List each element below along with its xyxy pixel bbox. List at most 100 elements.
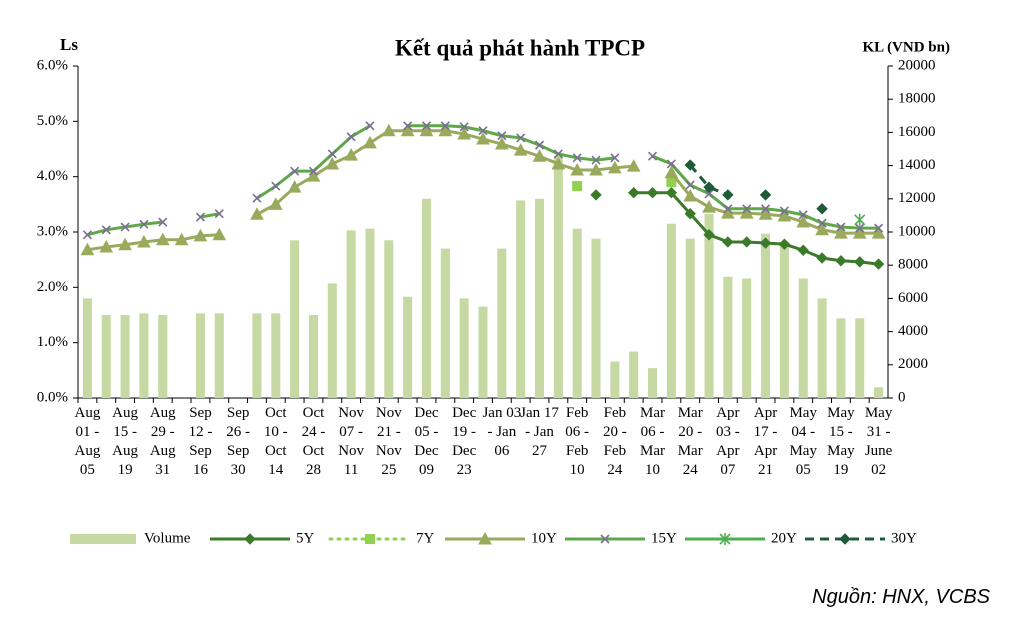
marker [516, 133, 526, 143]
legend-swatch [70, 534, 136, 544]
marker [438, 123, 453, 137]
marker [137, 234, 151, 248]
marker [590, 189, 602, 201]
x-tick-label: Oct 24 - Oct 28 [301, 405, 326, 478]
marker [683, 188, 698, 202]
x-tick-label: May 04 - May 05 [789, 405, 817, 478]
marker [250, 207, 264, 220]
marker [855, 223, 865, 233]
marker [704, 189, 714, 199]
marker [685, 180, 695, 190]
y2-tick-label: 12000 [898, 190, 936, 206]
legend-label: 30Y [891, 530, 917, 546]
marker [836, 222, 846, 232]
legend-label: Volume [144, 530, 191, 546]
marker [118, 237, 132, 251]
x-tick-label: Sep 12 - Sep 16 [188, 405, 213, 478]
legend-marker [839, 533, 851, 545]
bar [723, 276, 733, 398]
x-tick-label: Mar 20 - Mar 24 [677, 405, 703, 478]
marker [723, 204, 733, 214]
marker [852, 226, 867, 239]
marker [440, 121, 450, 131]
marker [570, 162, 585, 176]
marker [684, 208, 696, 220]
bar [742, 278, 752, 398]
marker [287, 180, 302, 193]
y-tick-label: 6.0% [37, 57, 68, 73]
marker [365, 121, 375, 131]
x-tick-label: Jan 03 - Jan 06 [482, 405, 522, 459]
marker [703, 229, 715, 241]
marker [80, 242, 95, 256]
y2-tick-label: 6000 [898, 290, 928, 306]
y2-tick-label: 14000 [898, 157, 936, 173]
bar [874, 387, 884, 398]
bar [704, 213, 714, 398]
marker [722, 189, 734, 201]
marker [476, 131, 490, 145]
marker [626, 159, 641, 172]
x-tick-label: Nov 07 - Nov 11 [338, 405, 365, 478]
bar [648, 368, 658, 398]
marker [646, 187, 659, 199]
y2-axis-label: KL (VND bn) [862, 39, 950, 55]
marker [834, 226, 848, 239]
bar [271, 313, 281, 398]
marker [494, 136, 509, 150]
y2-tick-label: 18000 [898, 91, 936, 107]
marker [589, 162, 603, 176]
bar [761, 233, 771, 398]
marker [610, 153, 620, 163]
marker [666, 159, 676, 169]
marker [796, 214, 811, 228]
marker [684, 159, 696, 171]
marker [193, 228, 208, 242]
marker [627, 187, 640, 199]
legend-marker [365, 534, 375, 544]
legend-label: 15Y [651, 530, 677, 546]
marker [459, 122, 469, 132]
y-tick-label: 0.0% [37, 389, 68, 405]
y2-tick-label: 4000 [898, 323, 928, 339]
marker [759, 189, 772, 201]
marker [268, 197, 283, 210]
marker [608, 160, 622, 174]
marker [195, 212, 206, 222]
marker [551, 156, 566, 170]
legend-marker [600, 534, 610, 544]
marker [572, 153, 582, 163]
marker [139, 219, 149, 229]
marker [816, 252, 828, 264]
bar [798, 278, 808, 398]
bar [629, 351, 639, 398]
y2-tick-label: 0 [898, 389, 906, 405]
bar [101, 315, 111, 398]
bar [610, 361, 620, 398]
legend-marker [478, 531, 492, 545]
bar [478, 306, 488, 398]
x-tick-label: Aug 15 - Aug 19 [112, 405, 138, 478]
bar [365, 228, 375, 398]
marker [665, 187, 678, 199]
marker [854, 213, 866, 226]
x-tick-label: Oct 10 - Oct 14 [263, 405, 288, 478]
marker [327, 149, 337, 159]
marker [647, 151, 658, 161]
marker [779, 206, 789, 216]
marker [403, 121, 413, 131]
y-axis-label: Ls [60, 35, 78, 54]
marker [325, 156, 340, 170]
legend-marker [244, 533, 256, 545]
marker [497, 131, 507, 141]
x-tick-label: Jan 17 - Jan 27 [520, 405, 559, 459]
bar [158, 315, 168, 398]
y-tick-label: 3.0% [37, 223, 68, 239]
marker [290, 166, 300, 176]
bar [195, 313, 205, 398]
y-tick-label: 5.0% [37, 113, 68, 129]
marker [478, 126, 488, 136]
marker [835, 255, 847, 267]
marker [381, 123, 396, 137]
